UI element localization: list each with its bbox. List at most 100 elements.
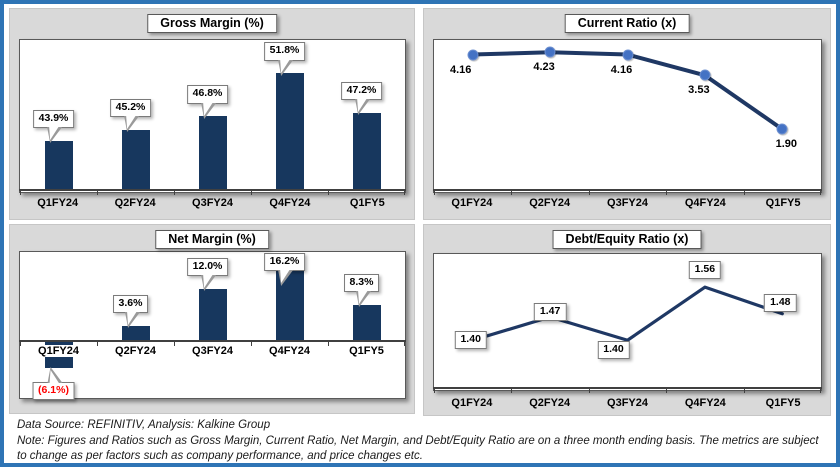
debt-equity-panel: Debt/Equity Ratio (x) 1.40 1.47 1.40 1.56 1.… [423, 224, 831, 416]
data-label-callout: 12.0% [186, 258, 229, 292]
data-label-callout: 47.2% [340, 81, 383, 116]
data-point-marker [699, 69, 711, 81]
gross-margin-panel: Gross Margin (%) 43.9% 45.2% 46.8% 51.8% 47.… [9, 8, 415, 220]
x-axis-label: Q4FY24 [684, 197, 726, 209]
x-axis-label: Q1FY5 [349, 197, 385, 209]
footer-notes: Data Source: REFINITIV, Analysis: Kalkin… [17, 418, 826, 466]
current-ratio-x-axis-line [433, 189, 822, 191]
bar-Q2FY24 [121, 130, 150, 190]
data-point-label-box: 1.40 [597, 341, 630, 360]
axis-tick [511, 191, 513, 195]
current-ratio-panel: Current Ratio (x) 4.16 4.23 4.16 3.53 1.90 Q… [423, 8, 831, 220]
data-point-label: 4.23 [533, 61, 555, 74]
axis-tick [97, 342, 98, 347]
axis-tick [588, 389, 590, 393]
data-label-callout: (6.1%) [32, 366, 75, 401]
data-point-label: 1.90 [775, 138, 798, 151]
data-point-marker [776, 123, 788, 135]
axis-tick [251, 342, 252, 347]
data-point-label-box: 1.56 [688, 261, 722, 280]
x-axis-label: Q1FY5 [765, 397, 801, 409]
bar-Q3FY24 [198, 116, 227, 190]
net-margin-x-axis-line [19, 340, 406, 343]
axis-tick [404, 191, 405, 195]
axis-tick [743, 389, 745, 393]
x-axis-label: Q1FY5 [346, 345, 387, 358]
axis-tick [666, 389, 668, 393]
data-point-label-box: 1.48 [764, 293, 797, 312]
gross-margin-title: Gross Margin (%) [147, 14, 277, 33]
axis-tick [174, 342, 175, 347]
gross-margin-x-axis-labels: Q1FY24 Q2FY24 Q3FY24 Q4FY24 Q1FY5 [19, 196, 406, 212]
x-axis-label: Q3FY24 [607, 197, 648, 209]
data-point-label-box: 1.40 [454, 331, 487, 350]
data-point-label-box: 1.47 [533, 303, 567, 322]
axis-tick [666, 191, 668, 195]
bar-Q4FY24 [275, 73, 304, 190]
net-margin-panel: Net Margin (%) Q1FY24 Q2FY24 Q3FY24 Q4FY24 Q… [9, 224, 415, 414]
data-label-callout: 16.2% [263, 253, 306, 287]
methodology-note: Note: Figures and Ratios such as Gross M… [17, 435, 819, 463]
data-label-callout: 46.8% [186, 85, 229, 119]
data-label-callout: 3.6% [112, 294, 149, 328]
x-axis-label: Q4FY24 [266, 345, 313, 358]
axis-tick [743, 191, 745, 195]
x-axis-label: Q4FY24 [269, 197, 311, 209]
axis-tick [97, 191, 98, 195]
current-ratio-title: Current Ratio (x) [564, 14, 690, 33]
x-axis-label: Q3FY24 [607, 397, 648, 409]
x-axis-label: Q1FY24 [37, 197, 79, 209]
data-point-marker [467, 49, 479, 61]
axis-tick [434, 389, 435, 393]
data-source-note: Data Source: REFINITIV, Analysis: Kalkin… [17, 419, 271, 431]
data-point-label: 4.16 [610, 63, 633, 76]
axis-tick [20, 342, 21, 347]
axis-tick [20, 191, 21, 195]
debt-equity-plot: 1.40 1.47 1.40 1.56 1.48 [433, 253, 822, 393]
x-axis-label: Q3FY24 [189, 345, 236, 358]
x-axis-label: Q1FY24 [451, 397, 493, 409]
x-axis-label: Q4FY24 [684, 397, 726, 409]
axis-tick [820, 389, 821, 393]
debt-equity-trend-line-svg [471, 285, 784, 342]
x-axis-label: Q2FY24 [529, 197, 571, 209]
x-axis-label: Q2FY24 [114, 197, 156, 209]
axis-tick [328, 342, 329, 347]
axis-tick [328, 191, 329, 195]
data-label-callout: 43.9% [32, 110, 75, 144]
current-ratio-plot: 4.16 4.23 4.16 3.53 1.90 [433, 39, 822, 195]
bar-Q1FY5 [352, 305, 381, 342]
data-point-marker [544, 46, 556, 58]
x-axis-label: Q1FY24 [451, 197, 493, 209]
axis-tick [434, 191, 435, 195]
net-margin-plot: Q1FY24 Q2FY24 Q3FY24 Q4FY24 Q1FY5 (6.1%) 3.6% 1… [19, 251, 406, 401]
debt-equity-title: Debt/Equity Ratio (x) [552, 230, 702, 249]
current-ratio-x-axis-labels: Q1FY24 Q2FY24 Q3FY24 Q4FY24 Q1FY5 [433, 196, 822, 212]
debt-equity-x-axis-line [433, 387, 822, 389]
axis-tick [404, 342, 405, 347]
data-point-label: 4.16 [449, 63, 472, 76]
axis-tick [511, 389, 513, 393]
data-label-callout: 45.2% [109, 99, 152, 133]
axis-tick [174, 191, 175, 195]
bar-Q1FY24 [44, 141, 73, 190]
x-axis-label: Q3FY24 [192, 197, 233, 209]
axis-tick [588, 191, 590, 195]
gross-margin-plot: 43.9% 45.2% 46.8% 51.8% 47.2% [19, 39, 406, 195]
x-axis-label: Q2FY24 [529, 397, 571, 409]
axis-tick [251, 191, 252, 195]
net-margin-title: Net Margin (%) [155, 230, 269, 249]
bar-Q3FY24 [198, 289, 227, 342]
x-axis-label: Q1FY5 [765, 197, 801, 209]
gross-margin-x-axis-line [19, 189, 406, 191]
bar-Q1FY5 [352, 112, 381, 190]
data-point-label: 3.53 [688, 84, 710, 97]
bar-Q2FY24 [121, 325, 150, 342]
data-label-callout: 8.3% [343, 274, 380, 308]
axis-tick [820, 191, 821, 195]
data-label-callout: 51.8% [263, 42, 306, 76]
data-point-marker [622, 49, 633, 61]
x-axis-label: Q2FY24 [112, 345, 159, 358]
x-axis-label: Q1FY24 [35, 345, 82, 358]
